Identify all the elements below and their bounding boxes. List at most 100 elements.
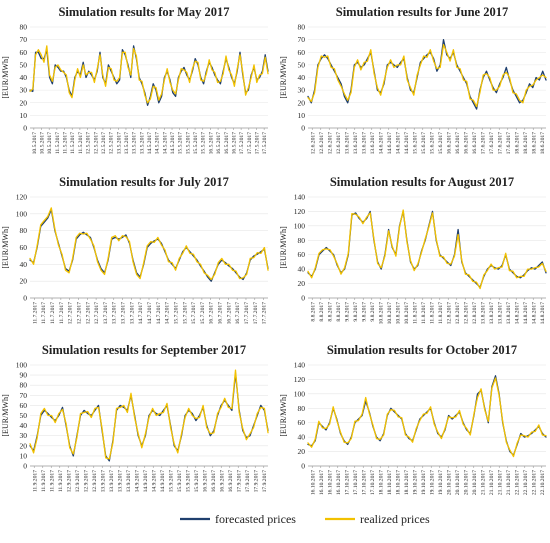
x-tick-label: 17.6.2017 xyxy=(489,132,495,155)
series-line-realized xyxy=(29,45,269,104)
x-tick-label: 14.8.2017 xyxy=(540,302,546,325)
x-tick-label: 16.5.2017 xyxy=(208,132,214,155)
y-tick-label: 0 xyxy=(301,124,305,133)
y-axis-label: [EUR/MWh] xyxy=(279,226,288,269)
y-tick-label: 40 xyxy=(20,421,28,430)
x-tick-label: 15.5.2017 xyxy=(178,132,184,155)
chart-title: Simulation results for August 2017 xyxy=(330,175,514,189)
x-tick-label: 17.9.2017 xyxy=(245,470,251,493)
x-tick-label: 9.8.2017 xyxy=(344,302,350,322)
y-tick-label: 20 xyxy=(298,98,306,107)
y-axis-label: [EUR/MWh] xyxy=(279,56,288,99)
x-tick-label: 20.10.2017 xyxy=(472,470,478,495)
x-tick-label: 14.6.2017 xyxy=(387,132,393,155)
x-tick-label: 14.5.2017 xyxy=(147,132,153,155)
y-axis-label: [EUR/MWh] xyxy=(1,56,10,99)
x-tick-label: 21.10.2017 xyxy=(506,470,512,495)
chart-title: Simulation results for October 2017 xyxy=(327,343,517,357)
x-tick-label: 15.7.2017 xyxy=(191,302,197,325)
x-tick-label: 14.5.2017 xyxy=(170,132,176,155)
x-tick-label: 14.7.2017 xyxy=(138,302,144,325)
x-tick-label: 12.8.2017 xyxy=(455,302,461,325)
x-tick-label: 14.7.2017 xyxy=(165,302,171,325)
x-tick-label: 11.5.2017 xyxy=(78,132,84,154)
x-tick-label: 13.6.2017 xyxy=(353,132,359,155)
x-tick-label: 15.9.2017 xyxy=(168,470,174,493)
y-tick-label: 100 xyxy=(294,389,306,398)
x-tick-label: 16.6.2017 xyxy=(472,132,478,155)
x-tick-label: 13.7.2017 xyxy=(112,302,118,325)
x-tick-label: 14.9.2017 xyxy=(160,470,166,493)
x-tick-label: 21.10.2017 xyxy=(489,470,495,495)
x-tick-label: 16.7.2017 xyxy=(218,302,224,325)
x-tick-label: 12.8.2017 xyxy=(472,302,478,325)
x-tick-label: 11.9.2017 xyxy=(32,470,38,492)
x-tick-label: 13.9.2017 xyxy=(126,470,132,493)
x-tick-label: 13.7.2017 xyxy=(129,302,135,325)
x-tick-label: 11.7.2017 xyxy=(32,302,38,324)
x-tick-label: 22.10.2017 xyxy=(540,470,546,495)
x-tick-label: 12.9.2017 xyxy=(66,470,72,493)
y-tick-label: 100 xyxy=(16,361,28,370)
x-tick-label: 14.9.2017 xyxy=(134,470,140,493)
x-tick-label: 15.7.2017 xyxy=(173,302,179,325)
x-tick-label: 13.7.2017 xyxy=(103,302,109,325)
y-axis-label: [EUR/MWh] xyxy=(1,394,10,437)
x-tick-label: 13.6.2017 xyxy=(370,132,376,155)
y-tick-label: 140 xyxy=(294,361,306,370)
y-tick-label: 60 xyxy=(20,243,28,252)
x-tick-label: 18.10.2017 xyxy=(387,470,393,495)
legend-realized-label: realized prices xyxy=(360,512,430,526)
x-tick-label: 11.8.2017 xyxy=(421,302,427,324)
x-tick-label: 17.9.2017 xyxy=(236,470,242,493)
x-tick-label: 21.10.2017 xyxy=(497,470,503,495)
x-tick-label: 16.9.2017 xyxy=(211,470,217,493)
chart-title: Simulation results for May 2017 xyxy=(58,5,229,19)
x-tick-label: 11.9.2017 xyxy=(49,470,55,492)
x-tick-label: 21.10.2017 xyxy=(480,470,486,495)
y-tick-label: 0 xyxy=(23,462,27,471)
x-tick-label: 11.5.2017 xyxy=(55,132,61,154)
x-tick-label: 10.5.2017 xyxy=(40,132,46,155)
y-tick-label: 50 xyxy=(298,60,306,69)
y-tick-label: 40 xyxy=(20,73,28,82)
y-tick-label: 60 xyxy=(20,401,28,410)
x-tick-label: 13.6.2017 xyxy=(361,132,367,155)
x-tick-label: 14.9.2017 xyxy=(151,470,157,493)
x-tick-label: 19.10.2017 xyxy=(421,470,427,495)
x-tick-label: 8.8.2017 xyxy=(319,302,325,322)
x-tick-label: 13.9.2017 xyxy=(100,470,106,493)
series-line-forecasted xyxy=(307,38,547,110)
x-tick-label: 13.5.2017 xyxy=(139,132,145,155)
x-tick-label: 17.6.2017 xyxy=(497,132,503,155)
x-tick-label: 17.10.2017 xyxy=(370,470,376,495)
x-tick-label: 17.9.2017 xyxy=(253,470,259,493)
x-tick-label: 15.5.2017 xyxy=(193,132,199,155)
y-tick-label: 100 xyxy=(16,209,28,218)
y-tick-label: 120 xyxy=(16,193,28,202)
x-tick-label: 18.10.2017 xyxy=(404,470,410,495)
x-tick-label: 18.6.2017 xyxy=(514,132,520,155)
y-tick-label: 70 xyxy=(20,35,28,44)
x-tick-label: 16.6.2017 xyxy=(455,132,461,155)
series-line-realized xyxy=(29,207,269,281)
x-tick-label: 18.6.2017 xyxy=(523,132,529,155)
x-tick-label: 9.8.2017 xyxy=(353,302,359,322)
x-tick-label: 11.9.2017 xyxy=(58,470,64,492)
y-tick-label: 60 xyxy=(298,418,306,427)
x-tick-label: 16.6.2017 xyxy=(446,132,452,155)
y-tick-label: 70 xyxy=(20,391,28,400)
series-line-realized xyxy=(29,369,269,460)
x-tick-label: 13.8.2017 xyxy=(489,302,495,325)
y-tick-label: 140 xyxy=(294,193,306,202)
y-tick-label: 120 xyxy=(294,207,306,216)
chart-panel-1: Simulation results for May 2017 [EUR/MWh]… xyxy=(1,5,269,155)
x-tick-label: 15.6.2017 xyxy=(438,132,444,155)
x-tick-label: 11.9.2017 xyxy=(41,470,47,492)
x-tick-label: 13.9.2017 xyxy=(109,470,115,493)
y-tick-label: 100 xyxy=(294,221,306,230)
x-tick-label: 10.5.2017 xyxy=(47,132,53,155)
x-tick-label: 8.8.2017 xyxy=(327,302,333,322)
x-tick-label: 20.10.2017 xyxy=(455,470,461,495)
